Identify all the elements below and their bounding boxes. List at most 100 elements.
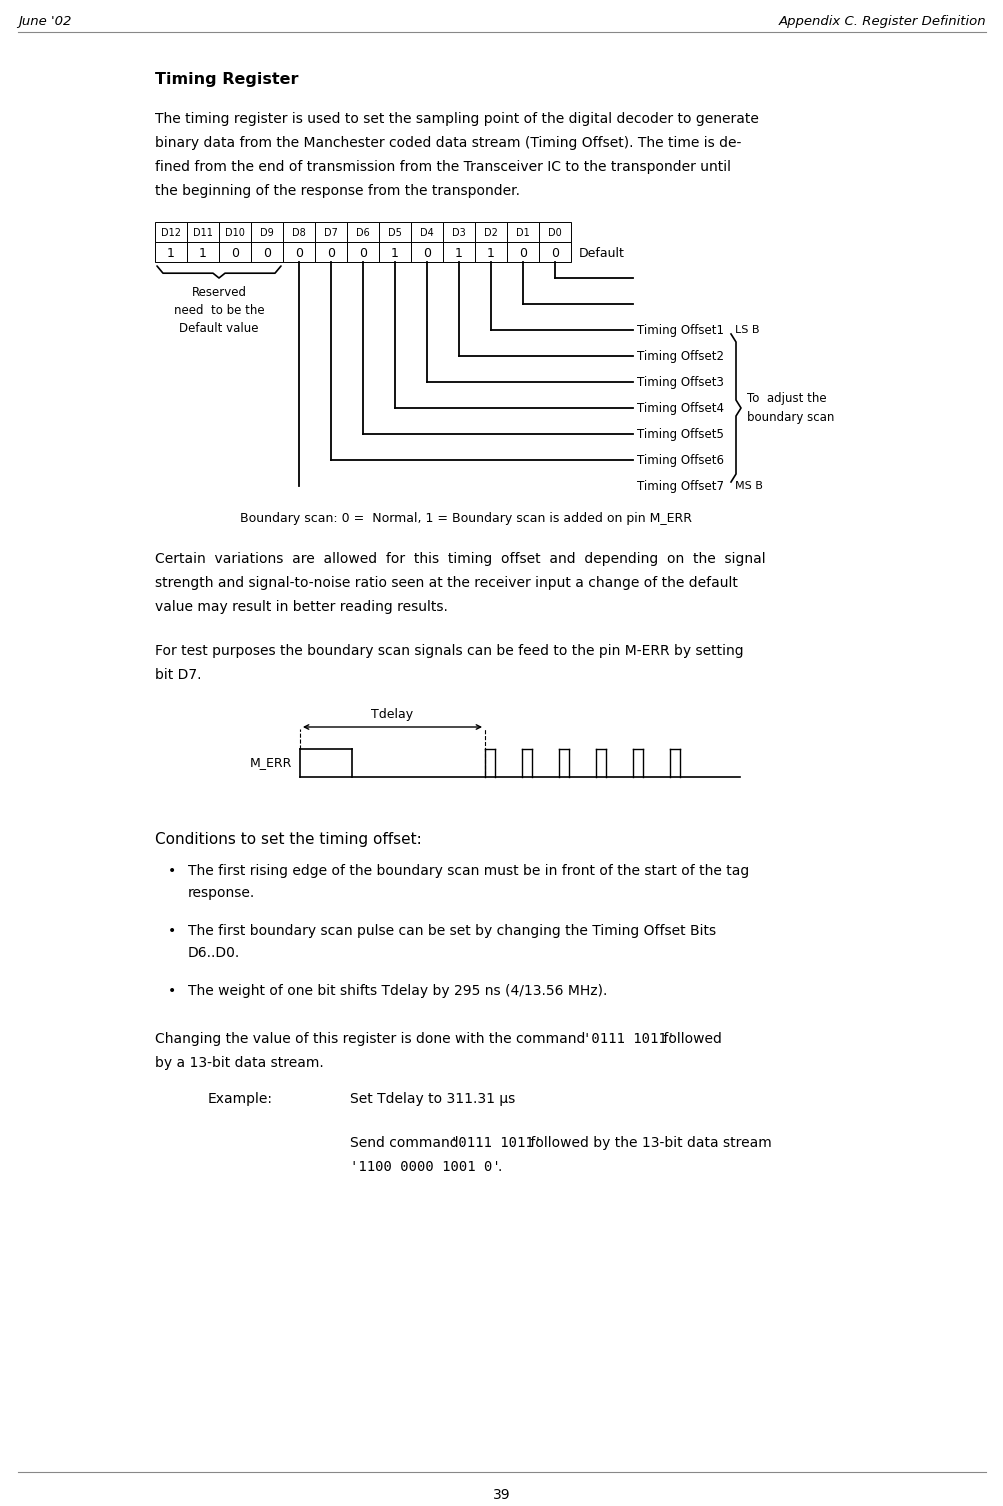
- Text: 0: 0: [263, 247, 271, 259]
- Text: Timing Offset5: Timing Offset5: [636, 428, 723, 440]
- Text: The first boundary scan pulse can be set by changing the Timing Offset Bits: The first boundary scan pulse can be set…: [188, 925, 715, 938]
- Text: 1: 1: [486, 247, 494, 259]
- Text: Certain  variations  are  allowed  for  this  timing  offset  and  depending  on: Certain variations are allowed for this …: [154, 553, 765, 566]
- Text: .: .: [497, 1160, 502, 1175]
- Text: 1: 1: [166, 247, 175, 259]
- Bar: [315, 242, 347, 262]
- Bar: [474, 242, 507, 262]
- Bar: [154, 221, 187, 242]
- Text: Timing Offset7: Timing Offset7: [636, 479, 723, 492]
- Text: Timing Offset2: Timing Offset2: [636, 349, 723, 363]
- Text: Timing Offset6: Timing Offset6: [636, 453, 723, 467]
- Text: '0111 1011': '0111 1011': [583, 1032, 674, 1047]
- Text: Tdelay: Tdelay: [371, 708, 413, 721]
- Bar: [347, 242, 378, 262]
- Text: D7: D7: [324, 227, 338, 238]
- Text: 0: 0: [359, 247, 367, 259]
- Text: The weight of one bit shifts Tdelay by 295 ns (4/13.56 MHz).: The weight of one bit shifts Tdelay by 2…: [188, 983, 607, 998]
- Text: response.: response.: [188, 886, 255, 901]
- Bar: [154, 242, 187, 262]
- Text: The timing register is used to set the sampling point of the digital decoder to : The timing register is used to set the s…: [154, 111, 758, 127]
- Text: Appendix C. Register Definition: Appendix C. Register Definition: [777, 15, 985, 29]
- Text: D1: D1: [516, 227, 530, 238]
- Bar: [539, 221, 571, 242]
- Text: D6: D6: [356, 227, 369, 238]
- Text: D0: D0: [548, 227, 562, 238]
- Bar: [507, 221, 539, 242]
- Text: For test purposes the boundary scan signals can be feed to the pin M-ERR by sett: For test purposes the boundary scan sign…: [154, 645, 743, 658]
- Text: D10: D10: [225, 227, 245, 238]
- Text: need  to be the: need to be the: [174, 304, 264, 316]
- Bar: [507, 242, 539, 262]
- Bar: [219, 221, 251, 242]
- Text: Timing Register: Timing Register: [154, 72, 298, 87]
- Text: '0111 1011': '0111 1011': [449, 1136, 542, 1151]
- Text: bit D7.: bit D7.: [154, 669, 202, 682]
- Text: D11: D11: [193, 227, 213, 238]
- Bar: [378, 221, 410, 242]
- Bar: [283, 221, 315, 242]
- Bar: [283, 242, 315, 262]
- Bar: [474, 221, 507, 242]
- Text: value may result in better reading results.: value may result in better reading resul…: [154, 599, 447, 614]
- Text: 39: 39: [492, 1488, 511, 1501]
- Text: Set Tdelay to 311.31 μs: Set Tdelay to 311.31 μs: [350, 1092, 515, 1105]
- Text: by a 13-bit data stream.: by a 13-bit data stream.: [154, 1056, 323, 1069]
- Text: the beginning of the response from the transponder.: the beginning of the response from the t…: [154, 184, 520, 197]
- Text: 0: 0: [231, 247, 239, 259]
- Text: Default value: Default value: [180, 322, 259, 334]
- Bar: [347, 221, 378, 242]
- Text: D5: D5: [388, 227, 401, 238]
- Bar: [410, 221, 442, 242]
- Text: 0: 0: [327, 247, 335, 259]
- Text: •: •: [168, 864, 177, 878]
- Text: Default: Default: [579, 247, 624, 259]
- Text: Timing Offset1: Timing Offset1: [636, 324, 723, 336]
- Text: D4: D4: [419, 227, 433, 238]
- Bar: [410, 242, 442, 262]
- Text: MS B: MS B: [734, 480, 762, 491]
- Text: D3: D3: [451, 227, 465, 238]
- Text: Timing Offset3: Timing Offset3: [636, 375, 723, 389]
- Text: D6..D0.: D6..D0.: [188, 946, 240, 959]
- Text: '1100 0000 1001 0': '1100 0000 1001 0': [350, 1160, 500, 1175]
- Text: fined from the end of transmission from the Transceiver IC to the transponder un: fined from the end of transmission from …: [154, 160, 730, 175]
- Bar: [378, 242, 410, 262]
- Bar: [315, 221, 347, 242]
- Bar: [219, 242, 251, 262]
- Text: •: •: [168, 983, 177, 998]
- Text: strength and signal-to-noise ratio seen at the receiver input a change of the de: strength and signal-to-noise ratio seen …: [154, 575, 737, 590]
- Bar: [187, 242, 219, 262]
- Text: followed: followed: [658, 1032, 721, 1047]
- Text: LS B: LS B: [734, 325, 758, 334]
- Text: 1: 1: [454, 247, 462, 259]
- Bar: [251, 242, 283, 262]
- Text: Example:: Example:: [208, 1092, 273, 1105]
- Text: Conditions to set the timing offset:: Conditions to set the timing offset:: [154, 831, 421, 846]
- Text: 1: 1: [391, 247, 398, 259]
- Text: •: •: [168, 925, 177, 938]
- Bar: [187, 221, 219, 242]
- Text: Changing the value of this register is done with the command: Changing the value of this register is d…: [154, 1032, 589, 1047]
- Text: Timing Offset4: Timing Offset4: [636, 402, 723, 414]
- Text: D12: D12: [160, 227, 181, 238]
- Text: M_ERR: M_ERR: [250, 756, 292, 770]
- Text: The first rising edge of the boundary scan must be in front of the start of the : The first rising edge of the boundary sc…: [188, 864, 748, 878]
- Text: D8: D8: [292, 227, 306, 238]
- Text: June '02: June '02: [18, 15, 71, 29]
- Text: To  adjust the
boundary scan: To adjust the boundary scan: [746, 392, 833, 425]
- Text: Reserved: Reserved: [192, 286, 247, 300]
- Text: 1: 1: [199, 247, 207, 259]
- Bar: [442, 221, 474, 242]
- Text: 0: 0: [551, 247, 559, 259]
- Text: Send command: Send command: [350, 1136, 462, 1151]
- Text: 0: 0: [295, 247, 303, 259]
- Text: D2: D2: [483, 227, 497, 238]
- Bar: [539, 242, 571, 262]
- Text: binary data from the Manchester coded data stream (Timing Offset). The time is d: binary data from the Manchester coded da…: [154, 136, 740, 151]
- Bar: [251, 221, 283, 242]
- Text: Boundary scan: 0 =  Normal, 1 = Boundary scan is added on pin M_ERR: Boundary scan: 0 = Normal, 1 = Boundary …: [240, 512, 691, 526]
- Text: D9: D9: [260, 227, 274, 238]
- Text: 0: 0: [422, 247, 430, 259]
- Text: followed by the 13-bit data stream: followed by the 13-bit data stream: [526, 1136, 771, 1151]
